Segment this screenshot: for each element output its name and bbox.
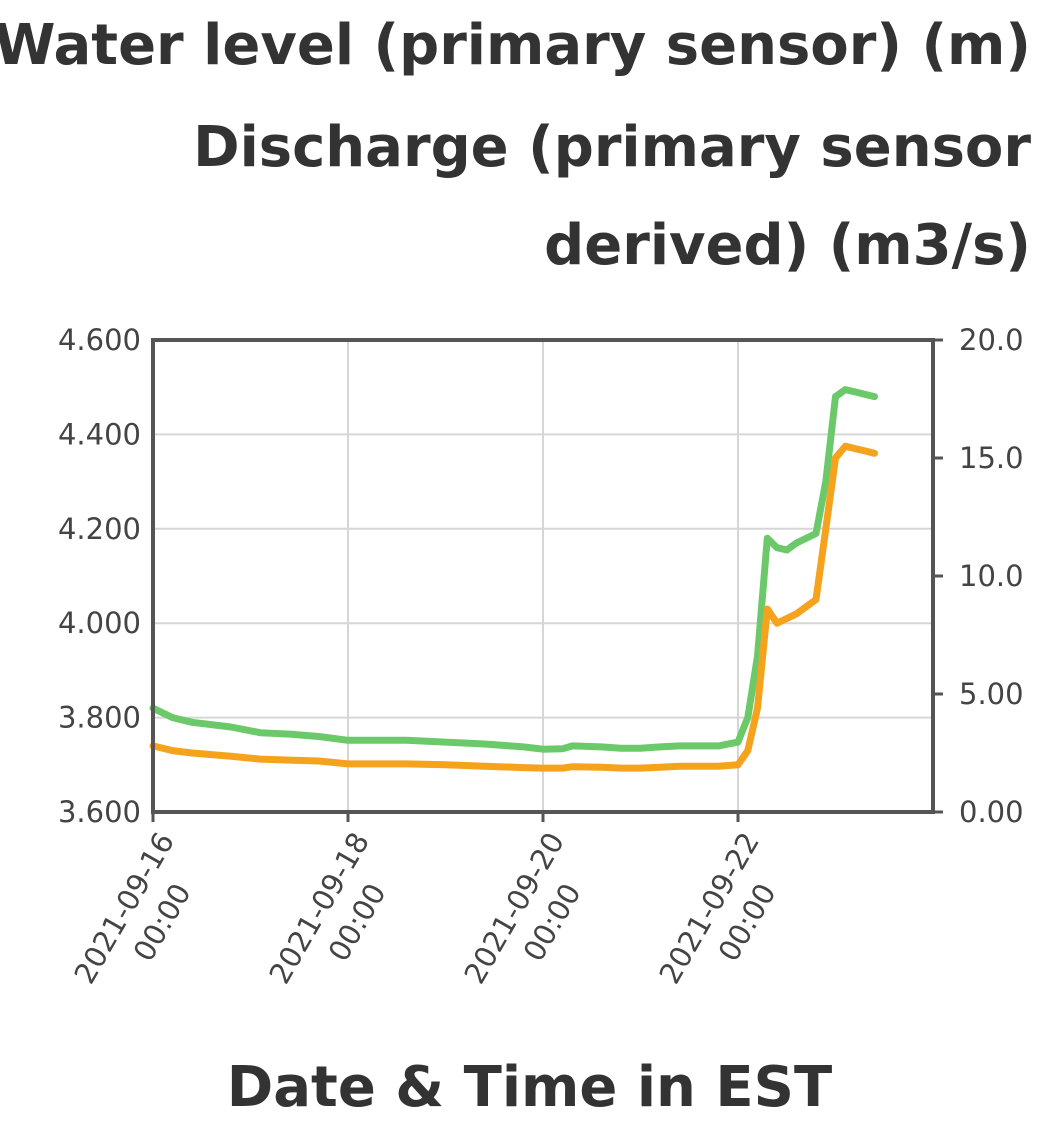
axes: 4.600 4.400 4.200 4.000 3.800 3.600 20.0 15.0 10… (58, 323, 1024, 990)
chart-title-line-1: Water level (primary sensor) (m) (0, 13, 1031, 78)
y-right-tick-label: 15.0 (959, 441, 1024, 475)
y-right-tick-label: 0.00 (959, 795, 1024, 829)
y-right-tick-label: 5.00 (959, 677, 1024, 711)
x-axis-label: Date & Time in EST (226, 1055, 833, 1120)
series-layer (149, 386, 878, 772)
y-left-tick-label: 4.600 (58, 323, 141, 357)
y-left-tick-label: 3.600 (58, 795, 141, 829)
series-line-0 (149, 386, 878, 753)
y-left-tick-label: 4.200 (58, 512, 141, 546)
y-left-tick-label: 4.000 (58, 606, 141, 640)
y-right-tick-label: 20.0 (959, 323, 1024, 357)
chart-title-line-2: Discharge (primary sensor (193, 115, 1031, 180)
y-left-tick-label: 3.800 (58, 701, 141, 735)
series-line-1 (149, 442, 878, 772)
chart-title-line-3: derived) (m3/s) (544, 213, 1031, 278)
y-right-tick-label: 10.0 (959, 559, 1024, 593)
y-left-tick-label: 4.400 (58, 417, 141, 451)
